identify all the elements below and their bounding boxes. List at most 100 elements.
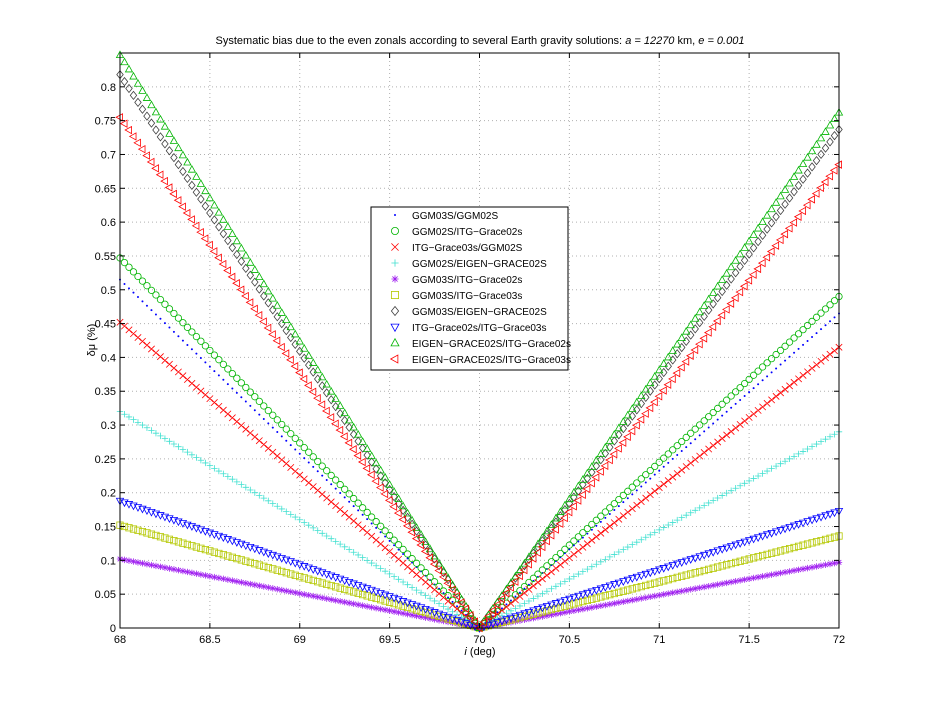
y-tick-labels: 0 0.05 0.1 0.15 0.2 0.25 0.3 0.35 0.4 0.45 0.5 0.55…: [95, 82, 116, 635]
data-point: [242, 263, 250, 273]
data-point: [412, 606, 421, 614]
data-point: [696, 504, 703, 512]
data-point: [357, 509, 360, 512]
data-point: [282, 569, 290, 577]
data-point: [240, 396, 243, 399]
data-point: [551, 600, 561, 608]
data-point: [411, 534, 420, 543]
data-point: [703, 430, 706, 433]
data-point: [442, 592, 445, 595]
legend-label: GGM03S/ITG−Grace02s: [412, 275, 522, 286]
data-point: [269, 500, 276, 507]
data-point: [219, 360, 227, 368]
data-point: [663, 380, 672, 389]
data-point: [763, 399, 771, 407]
data-point: [597, 602, 605, 610]
data-point: [186, 343, 189, 346]
data-point: [784, 224, 793, 233]
data-point: [645, 403, 654, 413]
legend-entry: GGM02S/EIGEN−GRACE02S: [391, 259, 547, 270]
data-point: [811, 189, 820, 198]
data-point: [736, 261, 744, 272]
data-point: [691, 569, 699, 577]
data-point: [417, 589, 425, 597]
y-axis-label: δμ (%): [86, 324, 98, 357]
data-point: [735, 249, 745, 258]
data-point: [138, 277, 147, 285]
data-point: [741, 417, 749, 425]
data-point: [561, 609, 569, 616]
data-point: [781, 199, 789, 209]
data-point: [732, 485, 739, 492]
data-point: [565, 554, 573, 562]
data-point: [328, 596, 335, 603]
data-point: [345, 587, 353, 595]
data-point: [516, 592, 524, 600]
series-2: [116, 318, 843, 632]
data-point: [470, 617, 478, 626]
data-point: [121, 411, 128, 418]
data-point: [345, 546, 353, 553]
data-point: [748, 391, 751, 394]
data-point: [613, 509, 616, 512]
data-point: [390, 599, 398, 608]
data-point: [599, 520, 602, 523]
data-point: [215, 574, 223, 582]
data-point: [771, 198, 781, 206]
x-axis-label: i (deg): [464, 646, 495, 658]
data-point: [489, 622, 497, 629]
data-point: [160, 121, 170, 130]
data-point: [577, 540, 580, 543]
data-point: [815, 332, 818, 335]
data-point: [655, 566, 664, 575]
data-point: [572, 544, 575, 547]
data-point: [538, 566, 547, 574]
data-point: [399, 578, 407, 586]
data-point: [525, 585, 533, 593]
data-point: [802, 200, 811, 210]
data-point: [804, 445, 811, 453]
data-point: [305, 479, 313, 487]
y-tick-label: 0.7: [101, 149, 116, 161]
data-point: [177, 335, 180, 338]
data-point: [624, 597, 631, 605]
data-point: [569, 594, 579, 602]
data-point: [291, 329, 300, 338]
data-point: [714, 438, 722, 446]
data-point: [460, 609, 463, 612]
data-point: [646, 378, 655, 387]
data-point: [313, 365, 322, 374]
data-point: [278, 586, 285, 594]
data-point: [610, 581, 619, 589]
data-point: [551, 513, 561, 522]
data-point: [175, 567, 182, 574]
data-point: [417, 613, 425, 620]
data-point: [808, 162, 816, 172]
data-point: [404, 581, 411, 588]
data-point: [458, 621, 465, 628]
data-point: [380, 489, 389, 499]
data-point: [336, 408, 344, 419]
data-point: [233, 374, 241, 382]
data-point: [444, 597, 452, 605]
data-point: [662, 465, 665, 468]
data-point: [358, 437, 367, 445]
data-point: [336, 506, 344, 513]
data-point: [453, 601, 461, 609]
data-point: [124, 64, 134, 73]
data-point: [588, 467, 596, 477]
data-point: [332, 583, 340, 591]
data-point: [605, 582, 615, 591]
data-point: [592, 516, 600, 524]
data-point: [127, 287, 130, 290]
data-point: [597, 529, 605, 537]
data-point: [142, 151, 150, 160]
data-point: [155, 170, 164, 179]
data-point: [282, 315, 291, 323]
data-point: [798, 159, 808, 168]
data-point: [528, 554, 537, 563]
data-point: [699, 334, 708, 343]
data-point: [790, 567, 798, 574]
data-point: [518, 591, 521, 594]
data-point: [650, 372, 659, 380]
